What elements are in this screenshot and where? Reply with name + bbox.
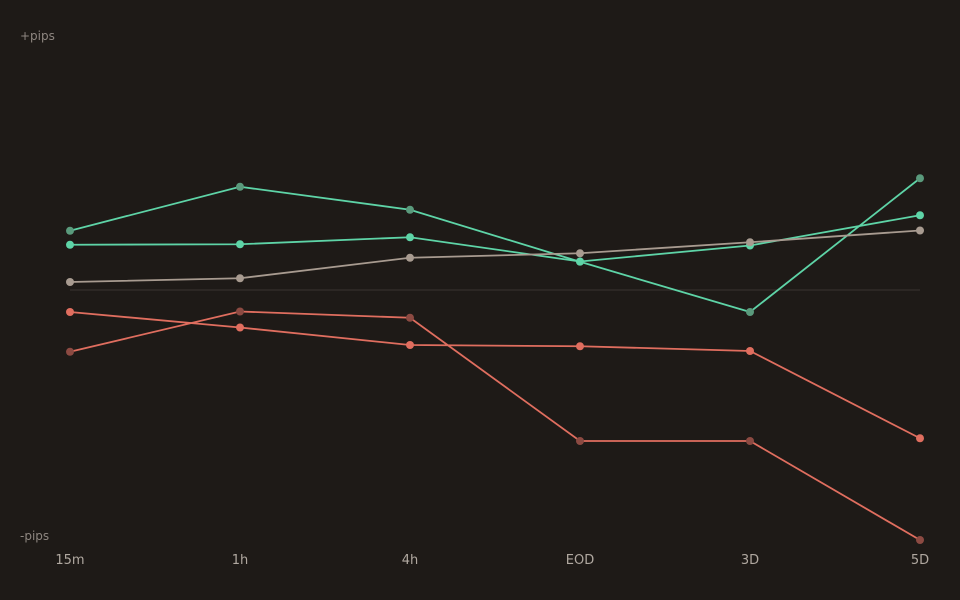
- series-2-point: [576, 257, 584, 266]
- series-3-point: [576, 249, 584, 258]
- series-5-line: [69, 310, 921, 541]
- x-tick-label: 1h: [232, 553, 249, 568]
- series-1: [66, 174, 924, 316]
- series-3: [66, 226, 924, 286]
- series-4-point: [746, 347, 754, 355]
- series-3-point: [66, 278, 74, 286]
- series-4-point: [916, 434, 924, 443]
- series-2-point: [916, 211, 924, 220]
- series-5-point: [66, 347, 74, 356]
- series-1-point: [916, 174, 924, 183]
- series-1-line: [69, 177, 921, 313]
- series-3-point: [406, 253, 414, 262]
- series-1-point: [66, 226, 74, 235]
- series-2-point: [66, 240, 74, 249]
- series-1-point: [746, 308, 754, 316]
- x-tick-label: EOD: [566, 553, 594, 568]
- series-5-point: [236, 307, 244, 316]
- series-layer: [66, 174, 924, 544]
- series-4-point: [406, 341, 414, 349]
- series-2-point: [406, 233, 414, 242]
- x-tick-label: 5D: [911, 553, 929, 568]
- y-axis-bottom-label: -pips: [20, 529, 49, 543]
- series-5-point: [576, 437, 584, 445]
- series-2-point: [236, 240, 244, 249]
- series-3-line: [69, 229, 921, 283]
- x-tick-label: 15m: [55, 553, 84, 568]
- x-tick-label: 4h: [402, 553, 419, 568]
- series-4-point: [66, 308, 74, 316]
- series-3-point: [746, 238, 754, 247]
- series-4-point: [236, 323, 244, 332]
- series-5: [66, 307, 924, 544]
- series-1-point: [406, 205, 414, 214]
- x-tick-label: 3D: [741, 553, 759, 568]
- series-1-point: [236, 182, 244, 191]
- series-3-point: [236, 274, 244, 283]
- series-5-point: [746, 437, 754, 445]
- series-5-point: [406, 313, 414, 322]
- series-4-point: [576, 342, 584, 351]
- series-4-line: [69, 311, 921, 440]
- series-3-point: [916, 226, 924, 235]
- y-axis-top-label: +pips: [20, 29, 55, 43]
- series-5-point: [916, 536, 924, 544]
- x-axis-ticks: 15m 1h 4h EOD 3D 5D: [55, 553, 929, 568]
- series-4: [66, 308, 924, 443]
- series-2-line: [69, 214, 921, 263]
